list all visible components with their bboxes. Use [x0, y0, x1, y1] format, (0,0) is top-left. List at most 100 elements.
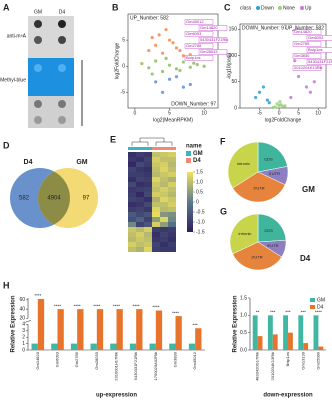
panel-letter: D — [3, 140, 10, 150]
heat-cell — [144, 202, 152, 207]
x-tick-label: Gm2785 — [74, 351, 79, 367]
bar — [195, 328, 202, 350]
point — [181, 60, 185, 64]
slice-label: 3'UTR — [251, 254, 262, 259]
point — [150, 72, 154, 76]
bar — [283, 315, 288, 350]
dot — [58, 100, 66, 108]
heat-cell — [136, 192, 144, 197]
point — [154, 43, 158, 47]
legend-label: D4 — [193, 158, 201, 164]
heat-cell — [160, 227, 168, 232]
point — [167, 77, 172, 81]
point — [161, 90, 165, 94]
heat-cell — [144, 182, 152, 187]
heat-cell — [128, 157, 136, 162]
blot-column: D4 — [59, 9, 66, 15]
y-tick-label: 0 — [234, 105, 237, 111]
heat-cell — [144, 227, 152, 232]
heat-cell — [168, 152, 176, 157]
y-tick-label: 150 — [229, 27, 238, 33]
point — [304, 85, 309, 89]
dot — [58, 20, 66, 28]
slice-label: CDS — [264, 228, 273, 233]
y-tick-label: 100 — [229, 53, 238, 59]
gene-label-box — [184, 55, 214, 61]
heat-cell — [128, 177, 136, 182]
legend-swatch — [310, 305, 315, 309]
point — [157, 33, 161, 37]
heat-cell — [128, 152, 136, 157]
significance: **** — [315, 310, 322, 315]
gene-label-box — [306, 59, 332, 65]
bar — [129, 343, 137, 350]
gene-label: 2010204K13Rik — [294, 65, 322, 70]
heat-cell — [136, 197, 144, 202]
point — [297, 74, 301, 79]
heat-cell — [160, 222, 168, 227]
heat-cell — [168, 162, 176, 167]
y-tick-label: 0 — [22, 347, 25, 353]
heat-cell — [136, 237, 144, 242]
significance: *** — [193, 322, 199, 327]
panel-letter: F — [220, 136, 226, 146]
pie-title: GM — [302, 185, 315, 194]
point — [271, 105, 275, 110]
panel-letter: E — [110, 134, 116, 144]
blot-row: Methyl-blue — [0, 77, 26, 83]
blot-row: anti-m⁶A — [7, 33, 27, 39]
significance: **** — [172, 310, 179, 315]
heat-cell — [128, 207, 136, 212]
gene-label: Gm6093 — [186, 31, 202, 36]
heat-cell — [128, 172, 136, 177]
point — [279, 103, 283, 107]
heat-cell — [152, 242, 160, 247]
dot — [58, 116, 66, 124]
heat-cell — [152, 222, 160, 227]
gene-label: 5430431F21Rik — [308, 59, 332, 64]
heat-cell — [160, 232, 168, 237]
gene-label-box — [198, 25, 228, 31]
bar — [288, 332, 293, 350]
x-tick-label: -5 — [257, 110, 262, 116]
heat-cell — [144, 242, 152, 247]
heat-cell — [144, 217, 152, 222]
significance: **** — [34, 293, 41, 298]
colorbar-label: 1.5 — [196, 169, 203, 175]
x-axis-label: up-expression — [96, 393, 137, 399]
heat-cell — [160, 217, 168, 222]
annotation: UP_Number: 582 — [130, 15, 169, 21]
significance: ** — [256, 310, 260, 315]
x-axis-label: down-expression — [263, 393, 313, 399]
y-tick-label: 20 — [19, 316, 25, 322]
heat-cell — [144, 237, 152, 242]
heat-cell — [168, 247, 176, 252]
legend-title: name — [186, 144, 202, 150]
heat-cell — [168, 217, 176, 222]
heat-cell — [136, 167, 144, 172]
slice-label: CDS — [264, 156, 273, 161]
heat-cell — [168, 237, 176, 242]
heat-cell — [144, 162, 152, 167]
heat-cell — [152, 167, 160, 172]
gene-label-box — [184, 31, 214, 37]
heat-cell — [136, 177, 144, 182]
y-tick-label: 1.0 — [240, 313, 247, 319]
panel-letter: A — [3, 2, 10, 12]
slice-label: intronic — [237, 161, 250, 166]
heat-cell — [128, 202, 136, 207]
heat-cell — [144, 167, 152, 172]
point — [181, 54, 185, 58]
point — [261, 85, 266, 89]
heat-cell — [160, 202, 168, 207]
bar — [90, 343, 97, 350]
y-axis-label: Relative Expression — [11, 295, 17, 352]
bar — [116, 309, 123, 350]
heat-cell — [160, 172, 168, 177]
legend-swatch — [310, 298, 315, 302]
heat-cell — [160, 197, 168, 202]
colorbar-label: -1.0 — [196, 219, 205, 225]
heat-cell — [136, 207, 144, 212]
y-tick-label: 0 — [122, 64, 125, 70]
annotation: DOWN_Number: 97 — [242, 25, 287, 31]
